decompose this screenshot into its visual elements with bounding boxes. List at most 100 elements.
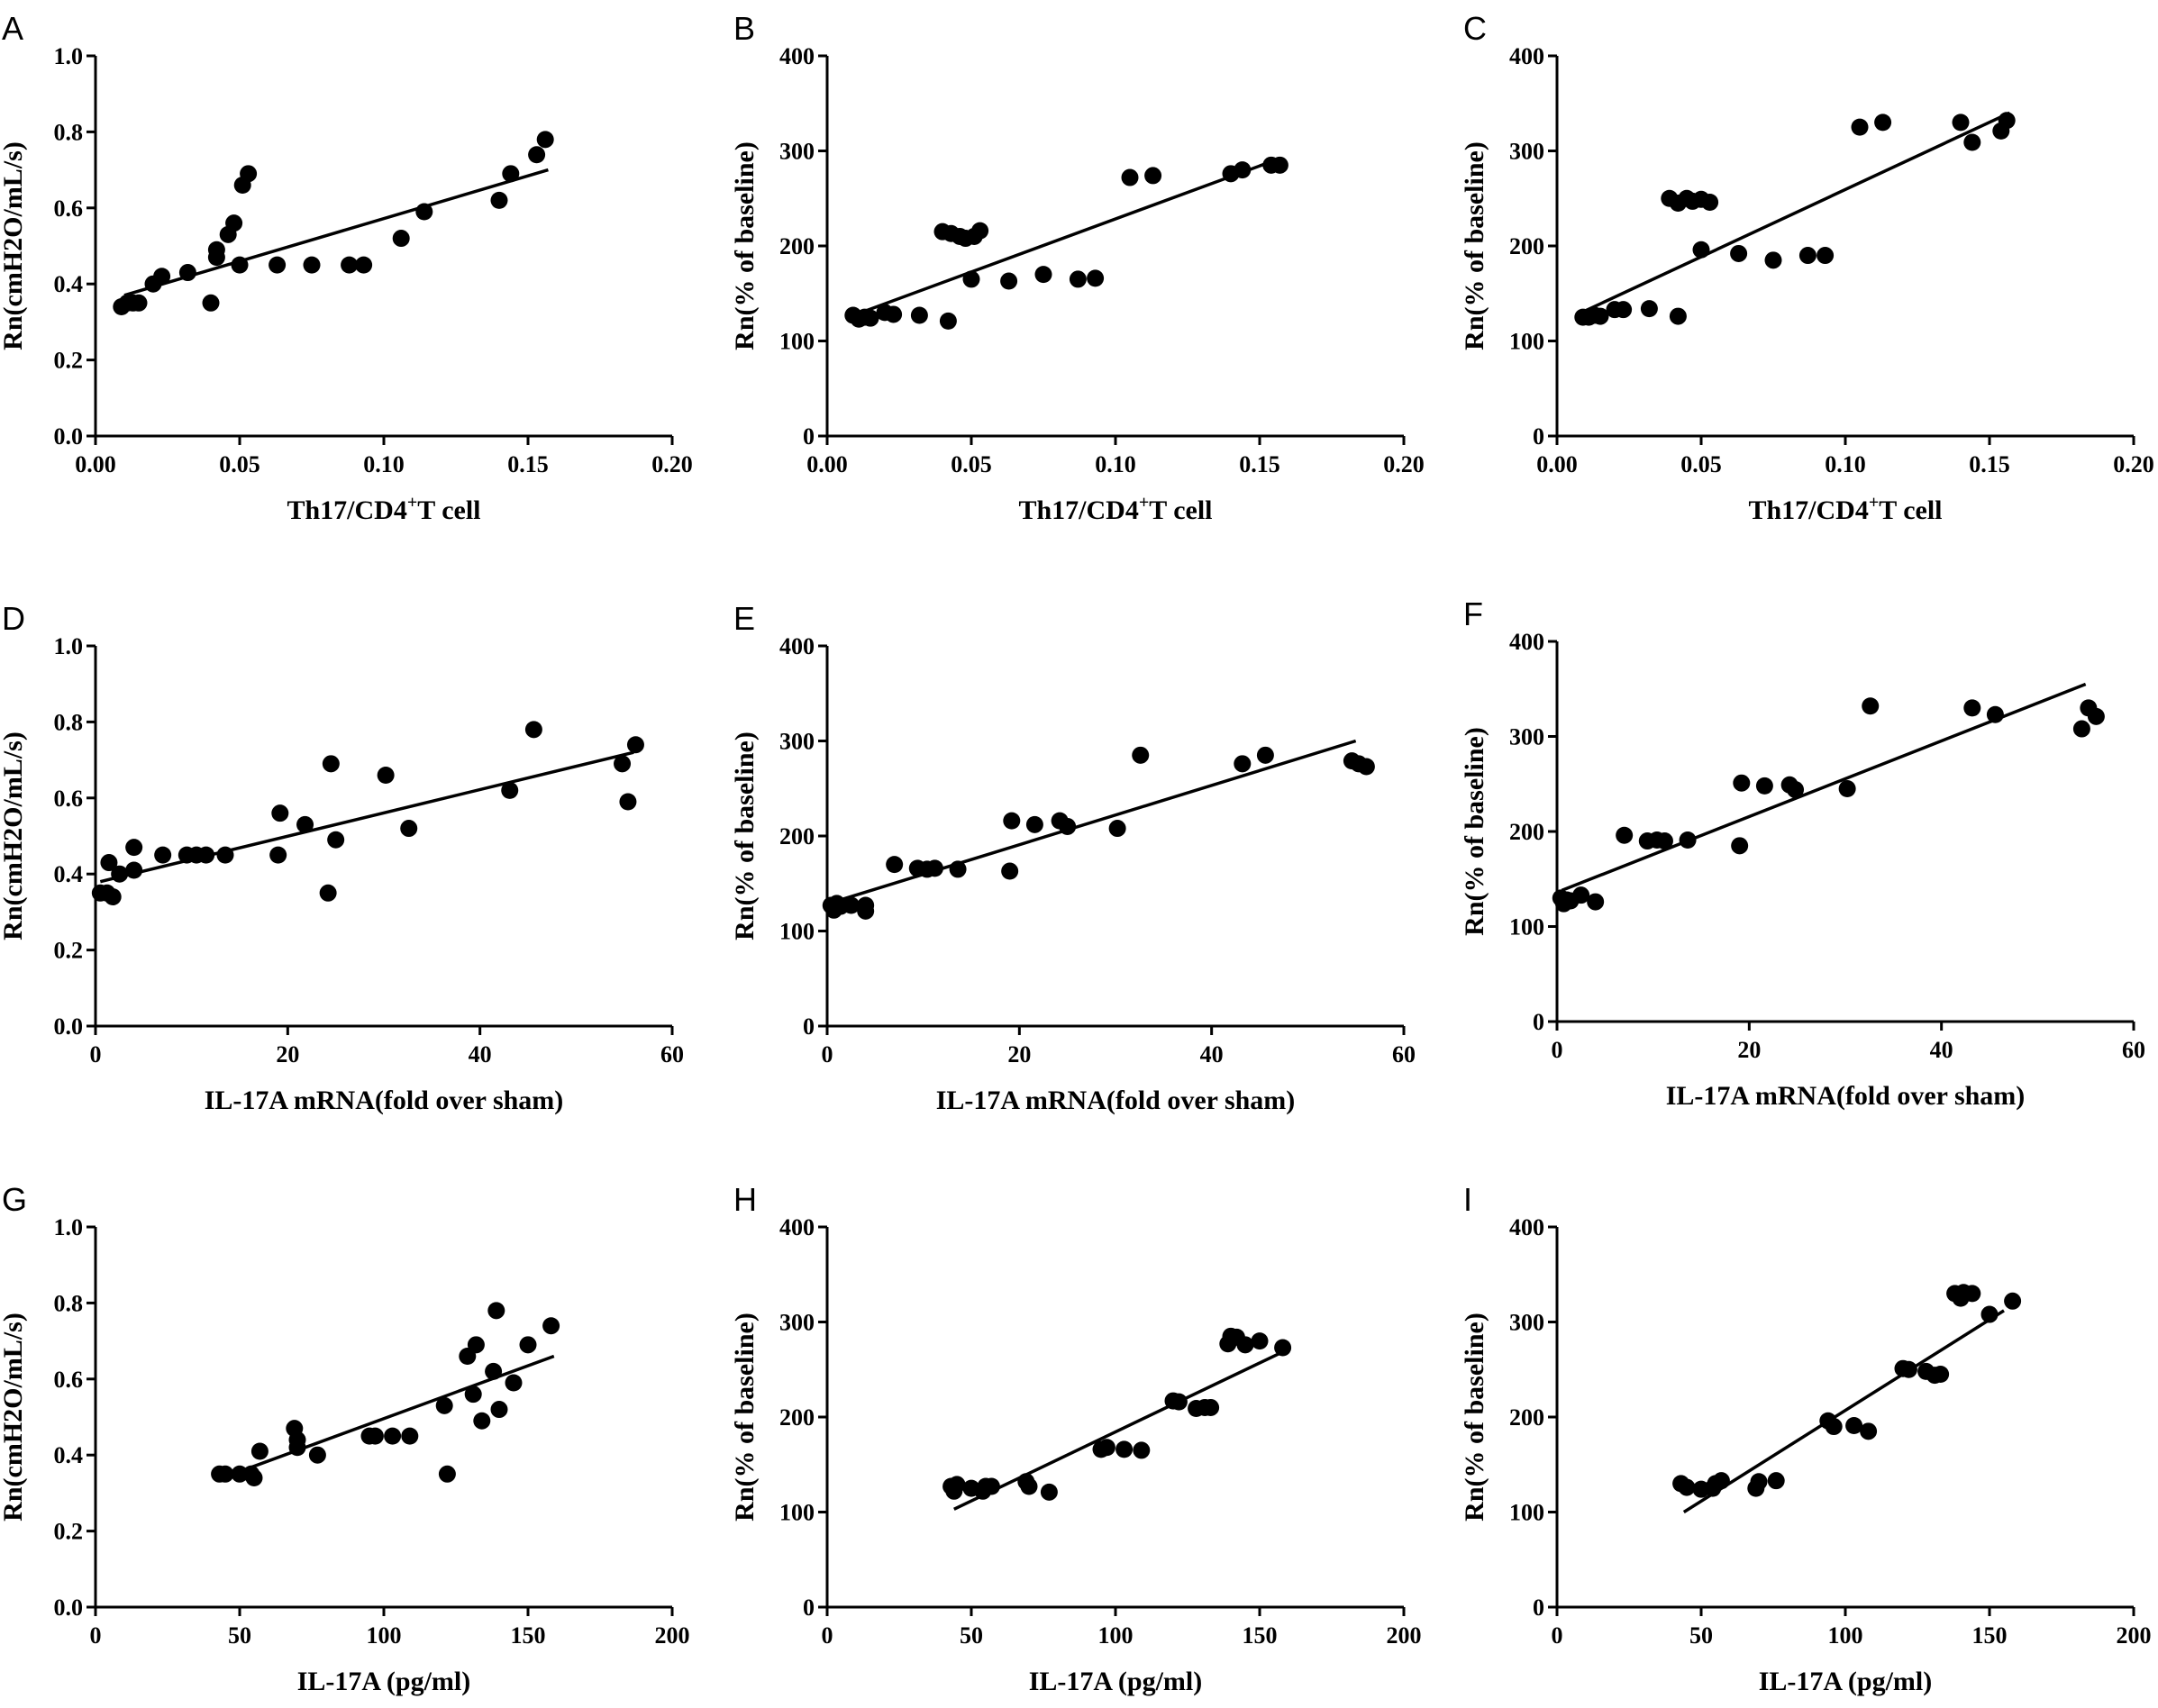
data-point (202, 294, 220, 312)
x-tick-label: 0 (1552, 1622, 1563, 1649)
panel-letter: B (733, 10, 755, 47)
data-point (400, 820, 418, 838)
panel-e: E 0 100 200 300 400 0 20 40 60 IL-17A mRNA(fold ov… (730, 600, 1416, 1115)
data-point (1899, 1360, 1917, 1378)
y-tick-label: 300 (779, 1310, 815, 1336)
x-axis-title-part: Th17/CD4 (1018, 495, 1138, 525)
x-tick-label: 60 (2122, 1037, 2145, 1063)
data-point (1860, 1422, 1878, 1440)
y-tick-label: 0.2 (54, 938, 84, 964)
data-point (1034, 266, 1052, 284)
x-tick-label: 0.20 (651, 451, 693, 477)
data-point (1733, 774, 1751, 792)
x-axis-title-superscript: + (407, 493, 417, 513)
x-tick-label: 0.05 (219, 451, 260, 477)
regression-line (831, 739, 1357, 904)
data-point (1020, 1477, 1038, 1495)
y-tick-label: 300 (1509, 1310, 1544, 1336)
data-point (1998, 112, 2016, 130)
x-tick-label: 0.00 (1536, 451, 1578, 477)
x-tick-label: 40 (1200, 1041, 1224, 1068)
x-tick-label: 150 (1972, 1622, 2008, 1649)
y-tick-label: 200 (779, 233, 815, 259)
x-tick-label: 150 (511, 1622, 546, 1649)
x-tick-label: 50 (228, 1622, 251, 1649)
data-point (1787, 781, 1805, 799)
y-tick-label: 0 (803, 423, 815, 450)
x-tick-label: 20 (276, 1041, 299, 1068)
y-axis-title: Rn(% of baseline) (1460, 141, 1489, 350)
y-tick-label: 400 (779, 1214, 815, 1240)
x-tick-label: 60 (660, 1041, 684, 1068)
y-tick-label: 100 (1509, 1500, 1544, 1526)
data-point (322, 755, 340, 773)
data-point (1587, 893, 1605, 911)
data-point (948, 1476, 966, 1494)
y-tick-label: 0.4 (54, 271, 84, 297)
data-point (240, 165, 258, 183)
x-axis-title: IL-17A mRNA(fold over sham) (936, 1086, 1296, 1115)
data-point (2087, 707, 2105, 725)
data-point (519, 1336, 537, 1354)
data-point (962, 270, 980, 288)
data-point (319, 884, 337, 902)
data-point (2004, 1292, 2022, 1310)
panel-letter: D (2, 600, 25, 637)
data-point (384, 1427, 402, 1445)
data-point (2072, 720, 2090, 738)
data-point (1234, 755, 1252, 773)
panel-b: B 0 100 200 300 400 0.00 0.05 0.10 0.15 0.20 Th17/C… (730, 10, 1425, 525)
panel-i: I 0 100 200 300 400 0 50 100 150 200 IL-17A (pg/ml)… (1460, 1181, 2152, 1696)
regression-line (222, 1354, 555, 1480)
y-tick-label: 200 (1509, 819, 1544, 845)
data-point (1678, 1478, 1696, 1496)
x-tick-label: 20 (1737, 1037, 1761, 1063)
data-point (1963, 699, 1981, 717)
x-tick-label: 0.20 (1383, 451, 1425, 477)
x-axis-title: IL-17A (pg/ml) (1759, 1667, 1933, 1696)
x-tick-label: 200 (1387, 1622, 1422, 1649)
data-point (435, 1396, 453, 1414)
data-point (1234, 161, 1252, 179)
y-tick-label: 0.8 (54, 709, 84, 735)
x-axis-title: IL-17A (pg/ml) (1029, 1667, 1203, 1696)
regression-line (953, 1349, 1287, 1511)
data-point (271, 804, 289, 822)
x-tick-label: 100 (1828, 1622, 1863, 1649)
y-tick-label: 300 (779, 729, 815, 755)
data-point (464, 1385, 482, 1404)
regression-line (1561, 682, 2087, 893)
x-axis-title-superscript: + (1139, 493, 1149, 513)
y-tick-label: 0 (1533, 1009, 1544, 1035)
y-tick-label: 400 (779, 633, 815, 659)
data-point (1202, 1398, 1220, 1416)
data-point (502, 165, 520, 183)
data-point (524, 721, 542, 739)
data-point (438, 1465, 456, 1483)
data-point (487, 1302, 505, 1320)
data-point (153, 268, 171, 286)
x-axis-title-part: T cell (1879, 495, 1942, 525)
data-point (1097, 1439, 1115, 1457)
y-tick-label: 1.0 (54, 633, 84, 659)
data-point (392, 230, 410, 248)
data-point (377, 766, 395, 784)
data-point (1115, 1440, 1134, 1458)
data-point (250, 1442, 269, 1460)
data-point (327, 831, 345, 849)
data-point (1712, 1472, 1730, 1490)
data-point (216, 846, 234, 864)
data-point (296, 815, 314, 833)
x-tick-label: 0.15 (507, 451, 549, 477)
data-point (1001, 862, 1019, 880)
data-point (245, 1469, 263, 1487)
data-point (1251, 1332, 1269, 1350)
y-tick-label: 1.0 (54, 1214, 84, 1240)
x-tick-label: 100 (1098, 1622, 1134, 1649)
panel-letter: G (2, 1181, 27, 1218)
data-point (111, 865, 129, 883)
x-axis-title-part: T cell (1149, 495, 1212, 525)
data-point (1730, 244, 1748, 262)
y-axis-title: Rn(% of baseline) (1460, 727, 1489, 936)
y-tick-label: 100 (1509, 329, 1544, 355)
